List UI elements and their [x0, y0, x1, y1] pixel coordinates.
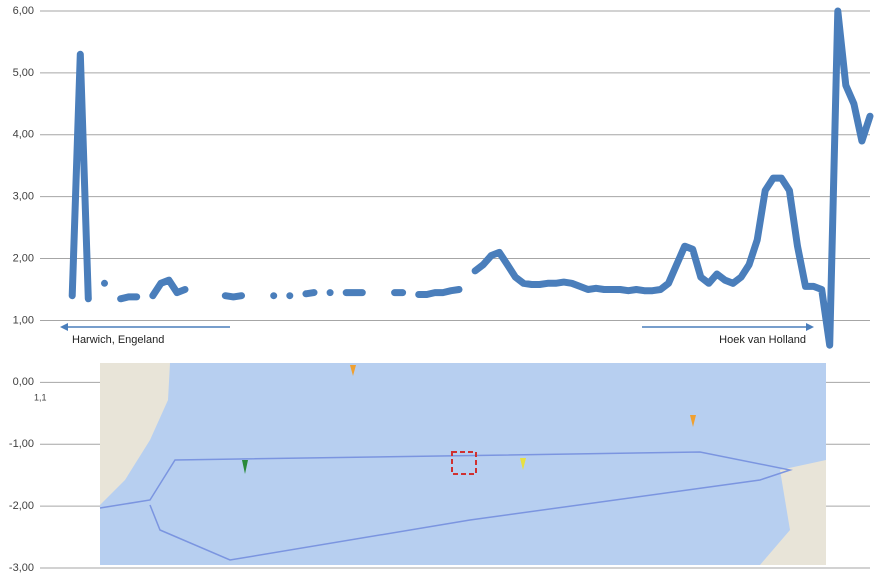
y-tick-label: -3,00: [9, 562, 34, 574]
y-tick-label: 4,00: [13, 129, 34, 141]
y-tick-label: 6,00: [13, 5, 34, 17]
y-tick-label: 5,00: [13, 67, 34, 79]
data-line: [68, 7, 874, 349]
y-tick-label: -1,00: [9, 438, 34, 450]
ship-marker: [451, 451, 477, 475]
ship: [242, 460, 248, 474]
data: [68, 7, 874, 349]
map-image: [99, 363, 826, 565]
y-tick-label: 2,00: [13, 252, 34, 264]
y-tick-label: 1,00: [13, 314, 34, 326]
annotation: Hoek van Holland: [719, 334, 806, 346]
ship: [690, 415, 696, 427]
annotation: Harwich, Engeland: [72, 334, 164, 346]
y-tick-label: 3,00: [13, 191, 34, 203]
land-right: [760, 460, 826, 565]
land-left: [100, 363, 170, 505]
sea: [100, 363, 826, 565]
route: [99, 451, 793, 561]
arrow-head: [60, 323, 68, 331]
y-tick-label: -2,00: [9, 500, 34, 512]
ship: [520, 458, 526, 470]
ship: [350, 365, 356, 376]
arrow-head: [806, 323, 814, 331]
y-tick-label: 0,00: [13, 376, 34, 388]
annotation: 1,1: [34, 392, 47, 402]
